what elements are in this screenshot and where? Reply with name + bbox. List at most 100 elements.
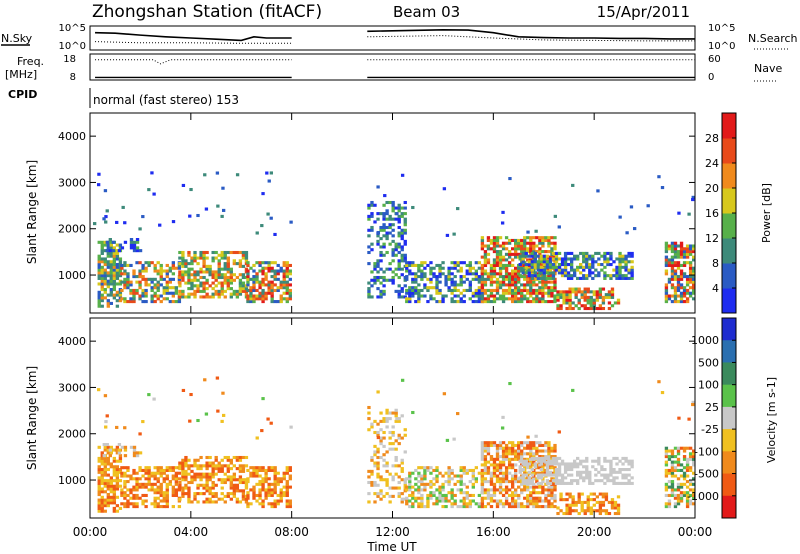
velocity-cell xyxy=(408,485,412,489)
power-cell xyxy=(542,271,547,275)
power-cell xyxy=(691,247,696,251)
power-cell xyxy=(229,267,233,271)
velocity-cell xyxy=(100,509,104,513)
velocity-cell xyxy=(156,496,160,500)
velocity-cell xyxy=(670,491,675,495)
power-cell xyxy=(676,275,681,279)
power-cell xyxy=(526,291,530,295)
velocity-cell xyxy=(465,505,469,509)
velocity-cell xyxy=(447,480,451,484)
power-cell xyxy=(588,274,592,278)
velocity-cell xyxy=(199,455,203,460)
power-cell xyxy=(524,254,528,258)
power-cell xyxy=(165,286,169,290)
power-cell xyxy=(498,255,503,259)
power-cell xyxy=(382,278,386,282)
power-cell xyxy=(288,297,292,301)
velocity-cell xyxy=(288,477,292,481)
velocity-cell xyxy=(597,456,601,460)
power-cell xyxy=(483,297,488,301)
velocity-cell xyxy=(483,463,488,467)
power-cell xyxy=(492,250,497,254)
power-cell xyxy=(97,276,101,280)
power-cell xyxy=(480,286,485,290)
power-cell xyxy=(530,263,534,267)
power-cell xyxy=(376,242,380,246)
x-tick-label: 00:00 xyxy=(73,525,108,539)
power-cell xyxy=(193,250,197,255)
velocity-cell xyxy=(141,493,145,498)
velocity-cell xyxy=(279,499,283,503)
power-cell xyxy=(541,300,545,304)
power-cell xyxy=(532,250,536,254)
power-cell xyxy=(530,265,534,269)
power-cell xyxy=(184,273,188,277)
power-cell xyxy=(112,251,117,255)
power-cell xyxy=(241,273,246,277)
power-cell xyxy=(588,254,592,258)
velocity-cell xyxy=(205,467,209,471)
velocity-cell xyxy=(153,505,157,509)
power-cell xyxy=(220,250,224,255)
power-cell xyxy=(165,272,169,276)
velocity-cell xyxy=(514,452,518,456)
velocity-cell xyxy=(438,496,442,500)
velocity-cell xyxy=(557,430,561,434)
power-cell xyxy=(199,256,203,260)
velocity-cell xyxy=(597,470,601,474)
velocity-cell xyxy=(450,502,454,506)
velocity-cell xyxy=(370,455,374,460)
power-cell xyxy=(520,300,524,304)
power-cell xyxy=(423,294,427,298)
velocity-cell xyxy=(486,441,491,445)
velocity-cell xyxy=(471,499,475,503)
power-cell xyxy=(477,275,482,279)
velocity-cell xyxy=(267,485,271,489)
power-cell xyxy=(187,292,191,296)
velocity-cell xyxy=(541,505,545,509)
power-cell xyxy=(553,297,557,301)
power-cell xyxy=(414,286,418,290)
velocity-cell xyxy=(480,485,485,489)
velocity-cell xyxy=(367,411,371,415)
power-cell xyxy=(560,260,565,264)
velocity-cell xyxy=(553,505,557,509)
velocity-cell xyxy=(123,426,127,430)
power-cell xyxy=(382,242,386,246)
power-cell xyxy=(229,287,233,291)
velocity-cell xyxy=(471,482,475,486)
velocity-cell xyxy=(174,480,179,484)
velocity-cell xyxy=(544,499,548,503)
power-cell xyxy=(214,278,218,282)
power-cell xyxy=(156,288,160,293)
velocity-cell xyxy=(106,481,110,485)
velocity-cell xyxy=(679,493,684,498)
velocity-cell xyxy=(550,446,554,450)
velocity-cell xyxy=(553,443,557,448)
power-cell xyxy=(526,283,530,287)
power-cell xyxy=(385,209,389,213)
velocity-cell xyxy=(510,449,515,453)
power-cell xyxy=(504,272,509,276)
velocity-cell xyxy=(627,468,631,472)
power-cell xyxy=(382,228,386,232)
power-cell xyxy=(109,251,113,255)
power-cell xyxy=(495,236,500,240)
power-cell xyxy=(249,266,253,270)
power-cell xyxy=(682,261,687,265)
power-cell xyxy=(394,267,398,271)
velocity-cell xyxy=(241,464,246,468)
velocity-cell xyxy=(269,421,273,425)
velocity-cell xyxy=(521,473,525,477)
power-cell xyxy=(171,263,175,268)
velocity-cell xyxy=(202,483,206,487)
velocity-cell xyxy=(376,447,380,451)
power-cell xyxy=(450,283,454,287)
velocity-cell xyxy=(385,480,389,485)
velocity-cell xyxy=(156,477,160,481)
power-cell xyxy=(576,257,580,261)
velocity-cell xyxy=(181,469,185,473)
velocity-cell xyxy=(468,480,472,484)
velocity-cell xyxy=(566,462,571,466)
power-cell xyxy=(492,269,497,273)
